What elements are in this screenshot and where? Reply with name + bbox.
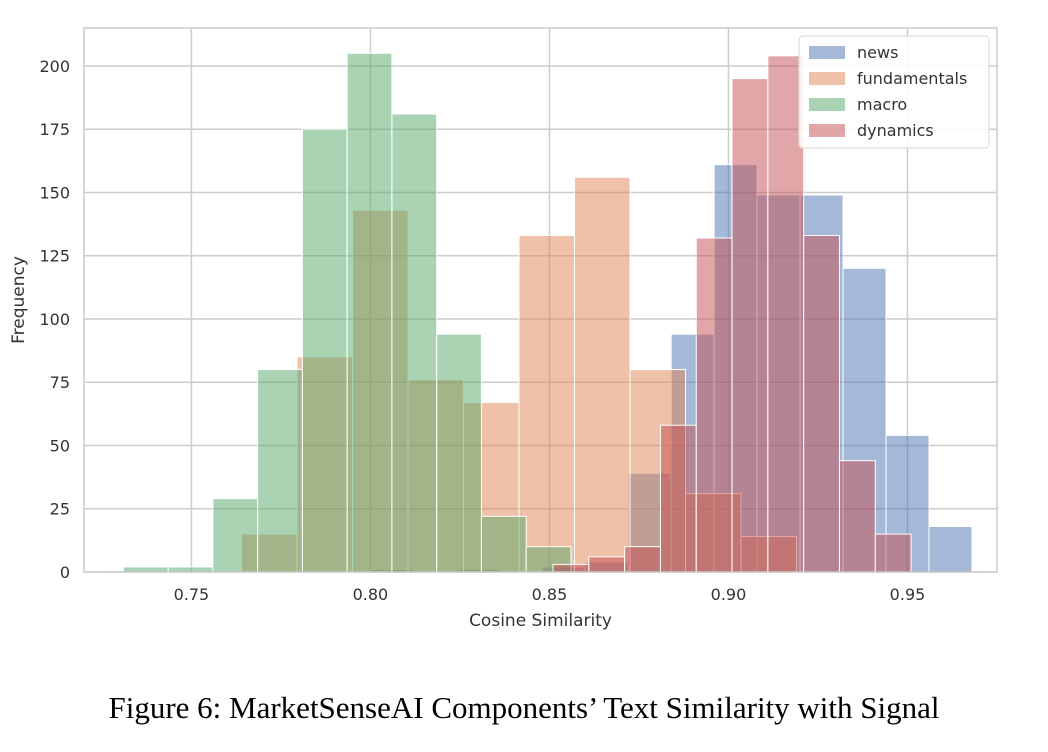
- macro-bar: [167, 566, 214, 573]
- x-axis-ticks: 0.75 0.80 0.85 0.90 0.95: [174, 585, 926, 604]
- legend-swatch: [809, 124, 845, 137]
- y-tick-label: 125: [39, 247, 70, 266]
- legend-swatch: [809, 46, 845, 59]
- legend-box: [798, 35, 990, 149]
- x-tick-label: 0.75: [174, 585, 210, 604]
- plot-area-frame: [83, 27, 998, 573]
- macro-bar: [391, 113, 438, 573]
- dynamics-bar: [767, 55, 805, 573]
- dynamics-bar: [552, 563, 590, 573]
- legend-label: news: [857, 43, 898, 62]
- legend-swatch: [809, 72, 845, 85]
- x-axis-label: Cosine Similarity: [469, 611, 612, 631]
- y-tick-label: 50: [50, 436, 70, 455]
- macro-bar: [480, 515, 527, 573]
- dynamics-bar: [624, 546, 661, 573]
- dynamics-bar: [588, 556, 626, 573]
- macro-bar: [436, 333, 482, 573]
- y-tick-label: 0: [60, 563, 70, 582]
- y-tick-label: 75: [50, 373, 70, 392]
- dynamics-bar: [695, 237, 733, 573]
- x-tick-label: 0.90: [711, 585, 747, 604]
- dynamics-bar: [838, 460, 876, 573]
- dynamics-bar: [731, 78, 769, 573]
- histogram-bars: [122, 52, 973, 573]
- y-tick-label: 175: [39, 120, 70, 139]
- legend: news fundamentals macro dynamics: [798, 35, 990, 149]
- fundamentals-bar: [574, 176, 631, 573]
- macro-bar: [122, 566, 169, 573]
- dynamics-bar: [803, 234, 840, 573]
- x-tick-label: 0.85: [532, 585, 568, 604]
- y-tick-label: 100: [39, 310, 70, 329]
- news-bar: [928, 525, 973, 573]
- dynamics-bar: [874, 533, 912, 573]
- macro-bar: [346, 52, 393, 573]
- dynamics-series: [552, 55, 912, 573]
- macro-bar: [257, 369, 303, 573]
- y-tick-label: 150: [39, 183, 70, 202]
- fundamentals-bar: [518, 234, 576, 573]
- legend-label: macro: [857, 95, 907, 114]
- y-tick-label: 200: [39, 57, 70, 76]
- macro-bar: [301, 128, 348, 573]
- dynamics-bar: [659, 424, 697, 573]
- y-axis-label: Frequency: [9, 256, 29, 344]
- y-axis-ticks: 0 25 50 75 100 125 150 175 200: [39, 57, 70, 582]
- histogram-chart: 0.75 0.80 0.85 0.90 0.95 0 25 50 75 100 125 150 175…: [9, 27, 998, 631]
- x-tick-label: 0.95: [890, 585, 926, 604]
- x-tick-label: 0.80: [353, 585, 389, 604]
- legend-swatch: [809, 98, 845, 111]
- legend-label: fundamentals: [857, 69, 967, 88]
- macro-bar: [212, 498, 259, 573]
- figure-caption: Figure 6: MarketSenseAI Components’ Text…: [108, 690, 940, 725]
- y-tick-label: 25: [50, 500, 70, 519]
- legend-label: dynamics: [857, 121, 934, 140]
